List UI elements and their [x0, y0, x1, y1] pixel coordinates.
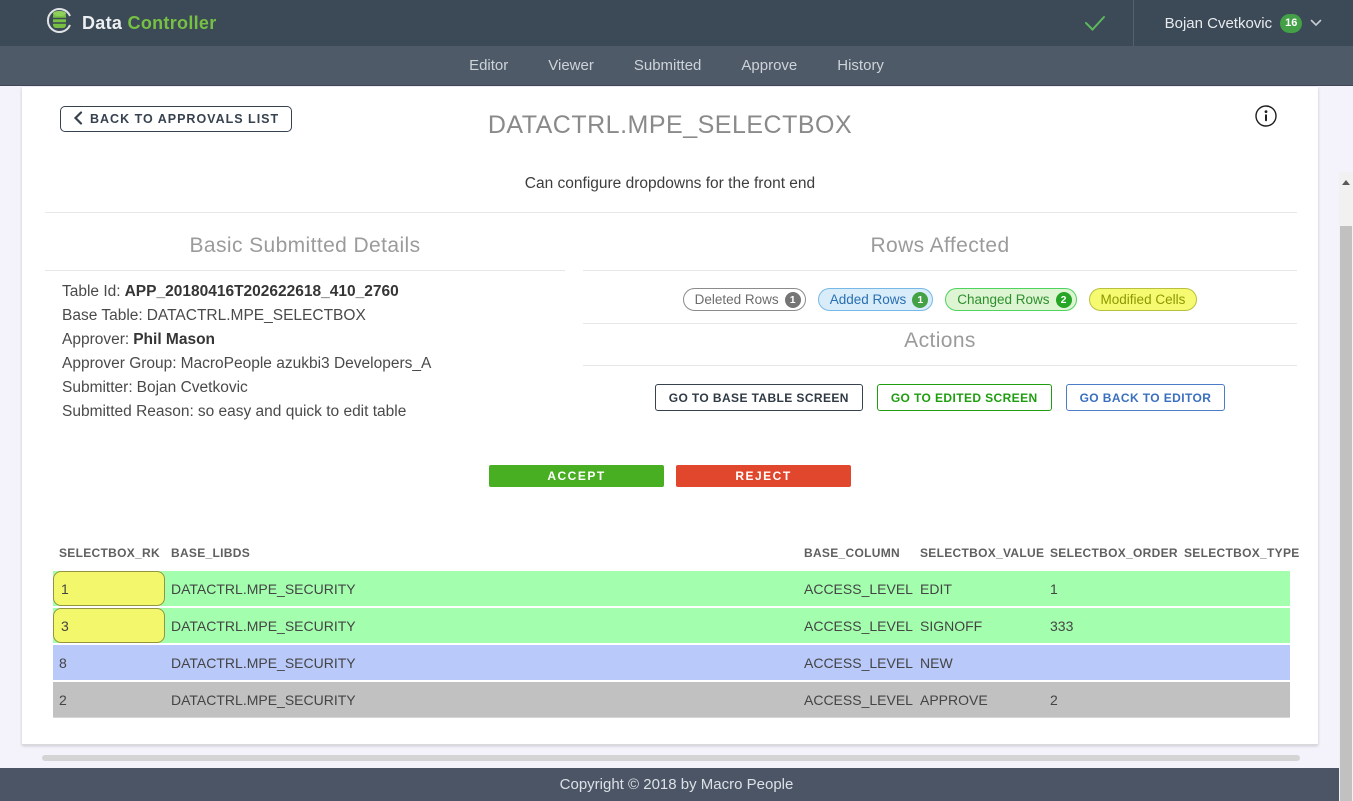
column-header-selectbox-order: SELECTBOX_ORDER	[1050, 545, 1178, 560]
detail-approver: Approver: Phil Mason	[62, 331, 216, 348]
changed-rows-badge[interactable]: Changed Rows 2	[945, 288, 1077, 311]
scroll-up-arrow-icon[interactable]	[1339, 175, 1353, 189]
basic-details-heading: Basic Submitted Details	[189, 234, 421, 257]
horizontal-scrollbar[interactable]	[42, 755, 1300, 761]
basic-details-divider	[45, 270, 565, 271]
cell-selectbox-value: SIGNOFF	[920, 617, 983, 634]
modified-cell: 3	[53, 608, 165, 643]
tab-submitted[interactable]: Submitted	[633, 57, 702, 74]
tab-viewer[interactable]: Viewer	[548, 57, 594, 74]
deleted-rows-count: 1	[784, 291, 801, 308]
go-back-to-editor-button[interactable]: GO BACK TO EDITOR	[1065, 384, 1226, 411]
page-background: BACK TO APPROVALS LIST DATACTRL.MPE_SELE…	[0, 86, 1353, 801]
rows-affected-divider	[583, 270, 1297, 271]
table-description: Can configure dropdowns for the front en…	[524, 175, 816, 192]
tab-editor[interactable]: Editor	[469, 57, 509, 74]
rows-affected-badges: Deleted Rows 1 Added Rows 1 Changed Rows…	[583, 288, 1297, 311]
column-header-base-libds: BASE_LIBDS	[171, 545, 251, 560]
cell-selectbox-order: 333	[1050, 617, 1074, 634]
deleted-rows-badge[interactable]: Deleted Rows 1	[682, 288, 806, 311]
cell-base-column: ACCESS_LEVEL	[804, 617, 913, 634]
diff-table: SELECTBOX_RK BASE_LIBDS BASE_COLUMN SELE…	[53, 536, 1300, 718]
basic-details-section: Basic Submitted Details Table Id: APP_201…	[45, 213, 565, 424]
added-rows-count: 1	[912, 291, 929, 308]
detail-submitted-reason: Submitted Reason: so easy and quick to ed…	[62, 403, 407, 420]
diff-table-header: SELECTBOX_RK BASE_LIBDS BASE_COLUMN SELE…	[53, 536, 1300, 569]
back-to-approvals-button[interactable]: BACK TO APPROVALS LIST	[60, 106, 293, 132]
column-header-selectbox-rk: SELECTBOX_RK	[59, 545, 160, 560]
cell-base-libds: DATACTRL.MPE_SECURITY	[171, 617, 356, 634]
user-name: Bojan Cvetkovic	[1164, 14, 1273, 32]
tab-history[interactable]: History	[837, 57, 884, 74]
table-row: 2 DATACTRL.MPE_SECURITY ACCESS_LEVEL APP…	[53, 682, 1290, 717]
footer: Copyright © 2018 by Macro People	[0, 768, 1353, 801]
modified-cells-badge[interactable]: Modified Cells	[1088, 288, 1198, 311]
header-divider	[45, 212, 1297, 213]
top-bar: Data Controller Bojan Cvetkovic 16	[0, 0, 1353, 46]
rows-affected-section: Rows Affected Deleted Rows 1 Added Rows …	[565, 213, 1297, 424]
actions-divider	[583, 365, 1297, 366]
accept-button[interactable]: ACCEPT	[489, 465, 664, 487]
cell-selectbox-order: 1	[1050, 580, 1058, 597]
info-icon[interactable]	[1254, 104, 1278, 133]
actions-buttons: GO TO BASE TABLE SCREEN GO TO EDITED SCR…	[583, 384, 1297, 411]
cell-selectbox-value: NEW	[920, 654, 953, 671]
database-logo-icon	[46, 7, 73, 39]
cell-selectbox-order: 2	[1050, 691, 1058, 708]
table-row: 8 DATACTRL.MPE_SECURITY ACCESS_LEVEL NEW	[53, 645, 1290, 680]
cell-base-column: ACCESS_LEVEL	[804, 691, 913, 708]
detail-base-table: Base Table: DATACTRL.MPE_SELECTBOX	[62, 307, 366, 324]
reject-button[interactable]: REJECT	[676, 465, 851, 487]
user-count-badge: 16	[1280, 13, 1303, 33]
back-button-label: BACK TO APPROVALS LIST	[90, 112, 280, 126]
app-title: Data Controller	[82, 12, 217, 33]
changed-rows-count: 2	[1055, 291, 1072, 308]
tab-approve[interactable]: Approve	[741, 57, 798, 74]
cell-base-column: ACCESS_LEVEL	[804, 654, 913, 671]
go-to-base-table-button[interactable]: GO TO BASE TABLE SCREEN	[654, 384, 863, 411]
cell-selectbox-value: EDIT	[920, 580, 952, 597]
vertical-scrollbar[interactable]	[1339, 172, 1353, 801]
chevron-down-icon	[1310, 14, 1322, 32]
go-to-edited-screen-button[interactable]: GO TO EDITED SCREEN	[876, 384, 1052, 411]
column-header-base-column: BASE_COLUMN	[804, 545, 900, 560]
cell-selectbox-rk: 8	[59, 654, 67, 671]
column-header-selectbox-type: SELECTBOX_TYPE	[1184, 545, 1300, 560]
scrollbar-thumb[interactable]	[1340, 226, 1352, 801]
detail-submitter: Submitter: Bojan Cvetkovic	[62, 379, 248, 396]
detail-table-id: Table Id: APP_20180416T202622618_410_2760	[62, 283, 399, 300]
actions-heading: Actions	[904, 329, 976, 352]
cell-selectbox-rk: 2	[59, 691, 67, 708]
column-header-selectbox-value: SELECTBOX_VALUE	[920, 545, 1045, 560]
cell-selectbox-value: APPROVE	[920, 691, 988, 708]
user-menu[interactable]: Bojan Cvetkovic 16	[1133, 0, 1353, 46]
table-row: 1 DATACTRL.MPE_SECURITY ACCESS_LEVEL EDI…	[53, 571, 1290, 606]
modified-cell: 1	[53, 571, 165, 606]
cell-base-libds: DATACTRL.MPE_SECURITY	[171, 580, 356, 597]
page-title: DATACTRL.MPE_SELECTBOX	[487, 111, 853, 139]
chevron-left-icon	[73, 110, 83, 128]
details-columns: Basic Submitted Details Table Id: APP_201…	[22, 213, 1318, 424]
title-row: BACK TO APPROVALS LIST DATACTRL.MPE_SELE…	[22, 100, 1318, 150]
main-nav: Editor Viewer Submitted Approve History	[0, 46, 1353, 86]
app-logo[interactable]: Data Controller	[0, 7, 217, 39]
status-check-icon	[1083, 14, 1107, 32]
rows-affected-heading: Rows Affected	[870, 234, 1010, 257]
details-list: Table Id: APP_20180416T202622618_410_2760…	[45, 280, 565, 424]
cell-base-libds: DATACTRL.MPE_SECURITY	[171, 691, 356, 708]
decision-buttons: ACCEPT REJECT	[22, 465, 1318, 487]
cell-base-libds: DATACTRL.MPE_SECURITY	[171, 654, 356, 671]
table-row: 3 DATACTRL.MPE_SECURITY ACCESS_LEVEL SIG…	[53, 608, 1290, 643]
added-rows-badge[interactable]: Added Rows 1	[817, 288, 934, 311]
approval-card: BACK TO APPROVALS LIST DATACTRL.MPE_SELE…	[22, 87, 1318, 761]
badges-divider	[583, 323, 1297, 324]
detail-approver-group: Approver Group: MacroPeople azukbi3 Devel…	[62, 355, 432, 372]
cell-base-column: ACCESS_LEVEL	[804, 580, 913, 597]
copyright-text: Copyright © 2018 by Macro People	[559, 776, 794, 793]
